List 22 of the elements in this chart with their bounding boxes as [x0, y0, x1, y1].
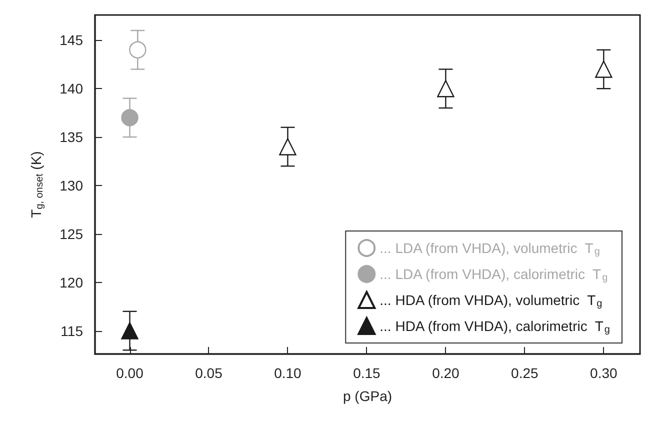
y-tick-label: 125: [60, 226, 84, 242]
y-axis-title: Tg, onset (K): [28, 151, 46, 218]
y-tick-label: 120: [60, 274, 84, 290]
point: [129, 41, 146, 58]
x-tick-label: 0.00: [116, 365, 144, 381]
y-tick-label: 140: [60, 80, 84, 97]
x-tick-label: 0.20: [432, 365, 460, 381]
point: [595, 60, 612, 78]
y-tick-label: 145: [60, 32, 84, 48]
point: [437, 80, 454, 98]
point: [121, 109, 138, 126]
x-axis-title: p (GPa): [342, 388, 392, 404]
x-tick-label: 0.25: [511, 365, 539, 381]
x-tick-label: 0.30: [590, 365, 618, 381]
y-tick-label: 115: [60, 322, 84, 339]
point: [121, 322, 138, 340]
y-tick-label: 135: [60, 129, 84, 146]
point: [279, 138, 296, 156]
y-tick-label: 130: [60, 177, 84, 194]
x-tick-label: 0.10: [274, 365, 302, 381]
x-tick-label: 0.05: [195, 365, 223, 381]
x-tick-label: 0.15: [353, 365, 381, 381]
